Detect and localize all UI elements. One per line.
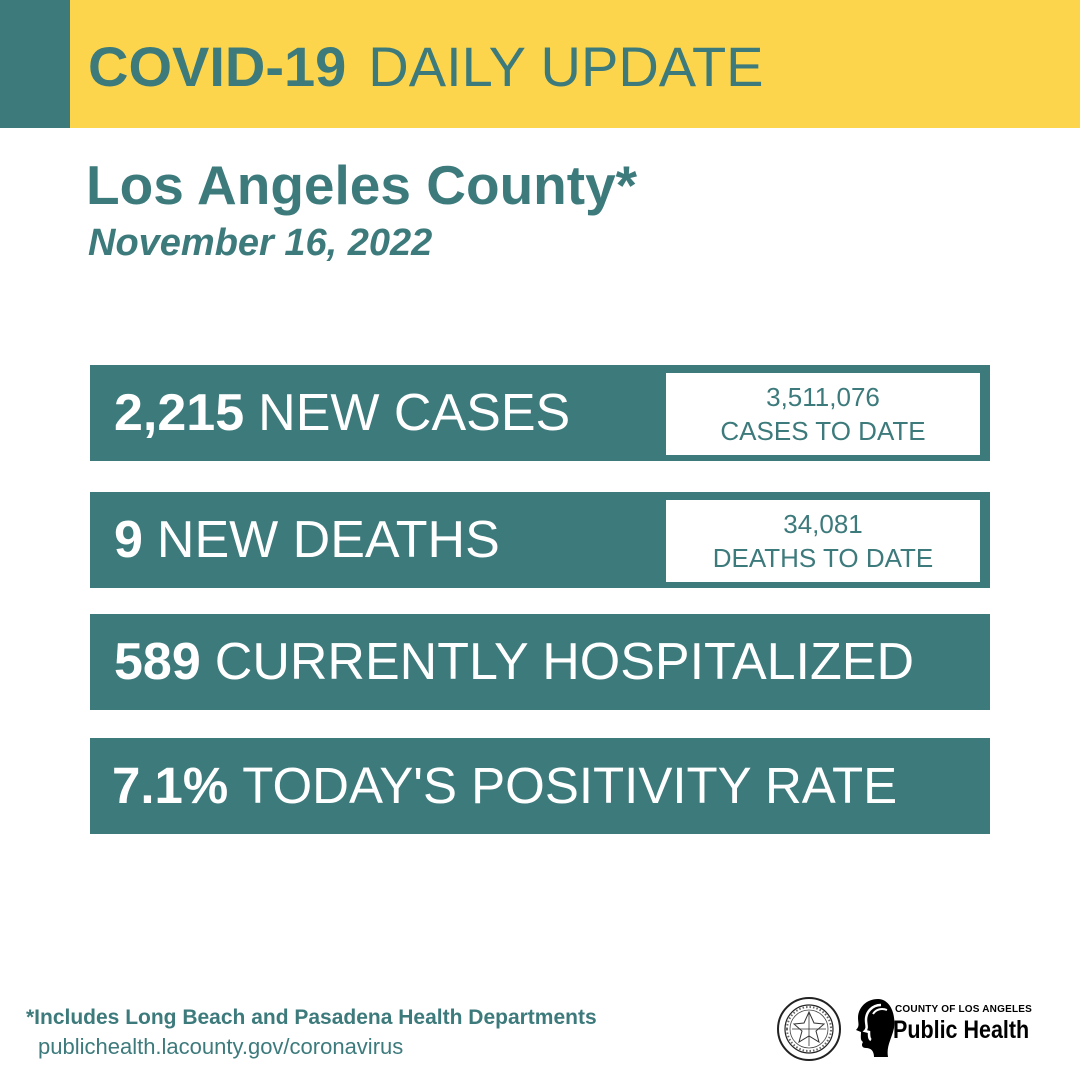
hospitalized-value: 589 <box>114 633 201 691</box>
positivity-value: 7.1% <box>112 757 229 814</box>
new-deaths-stat: 9 NEW DEATHS <box>114 492 500 588</box>
hospitalized-panel: 589 CURRENTLY HOSPITALIZED <box>90 614 990 710</box>
county-heading: Los Angeles County* <box>86 154 638 216</box>
positivity-panel: 7.1% TODAY'S POSITIVITY RATE <box>90 738 990 834</box>
title-light: DAILY UPDATE <box>368 35 764 98</box>
county-seal-icon <box>777 997 841 1061</box>
positivity-stat: 7.1% TODAY'S POSITIVITY RATE <box>112 738 897 834</box>
deaths-to-date-box: 34,081 DEATHS TO DATE <box>666 500 980 582</box>
footnote: *Includes Long Beach and Pasadena Health… <box>26 1006 597 1029</box>
new-cases-label: NEW CASES <box>258 384 571 442</box>
cases-to-date-label: CASES TO DATE <box>720 416 926 446</box>
page-title: COVID-19 DAILY UPDATE <box>88 33 764 101</box>
logo-county-text: COUNTY OF LOS ANGELES <box>895 1004 1032 1015</box>
hospitalized-label: CURRENTLY HOSPITALIZED <box>214 633 914 691</box>
header-banner <box>70 0 1080 128</box>
hospitalized-stat: 589 CURRENTLY HOSPITALIZED <box>114 614 914 710</box>
cases-to-date-value: 3,511,076 <box>766 382 880 412</box>
positivity-label: TODAY'S POSITIVITY RATE <box>242 757 898 814</box>
header-accent-block <box>0 0 70 128</box>
deaths-to-date-label: DEATHS TO DATE <box>712 543 934 573</box>
report-date: November 16, 2022 <box>88 222 433 264</box>
source-url[interactable]: publichealth.lacounty.gov/coronavirus <box>38 1034 404 1059</box>
cases-to-date-box: 3,511,076 CASES TO DATE <box>666 373 980 455</box>
new-deaths-value: 9 <box>114 511 143 569</box>
new-deaths-label: NEW DEATHS <box>156 511 500 569</box>
new-cases-panel: 2,215 NEW CASES 3,511,076 CASES TO DATE <box>90 365 990 461</box>
public-health-profile-icon <box>856 999 895 1057</box>
new-cases-stat: 2,215 NEW CASES <box>114 365 570 461</box>
deaths-to-date-value: 34,081 <box>783 509 863 539</box>
new-cases-value: 2,215 <box>114 384 245 442</box>
new-deaths-panel: 9 NEW DEATHS 34,081 DEATHS TO DATE <box>90 492 990 588</box>
title-bold: COVID-19 <box>88 35 347 98</box>
logo-public-health-text: Public Health <box>893 1016 1030 1044</box>
